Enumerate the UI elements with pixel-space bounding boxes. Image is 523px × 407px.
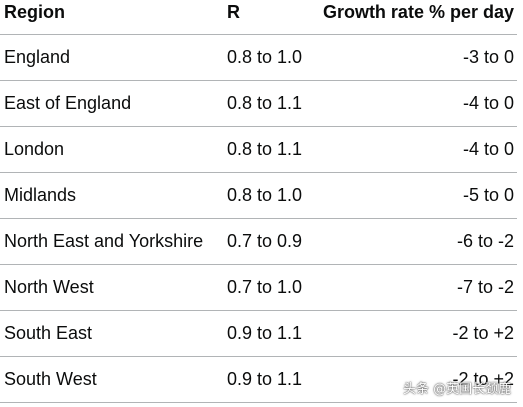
table-row: East of England 0.8 to 1.1 -4 to 0 [0,81,517,127]
growth-cell: -4 to 0 [462,93,514,113]
growth-cell: -7 to -2 [456,277,514,297]
growth-cell: -6 to -2 [456,231,514,251]
region-cell: London [4,139,65,159]
region-cell: East of England [4,93,132,113]
region-cell: South West [4,369,97,389]
header-region: Region [4,2,65,22]
r-cell: 0.7 to 0.9 [227,231,303,251]
r-cell: 0.8 to 1.0 [227,185,303,205]
growth-cell: -2 to +2 [452,323,514,343]
table-row: North East and Yorkshire 0.7 to 0.9 -6 t… [0,219,517,265]
table-row: England 0.8 to 1.0 -3 to 0 [0,35,517,81]
table-row: South East 0.9 to 1.1 -2 to +2 [0,311,517,357]
r-cell: 0.9 to 1.1 [227,369,303,389]
region-cell: Midlands [4,185,77,205]
table-header-row: Region R Growth rate % per day [0,0,517,35]
region-cell: North West [4,277,94,297]
watermark: 头条 @英国长颈鹿 [403,382,512,397]
table-row: South West 0.9 to 1.1 -2 to +2 [0,357,517,403]
header-growth-rate: Growth rate % per day [322,2,514,22]
r-cell: 0.8 to 1.1 [227,139,303,159]
region-cell: North East and Yorkshire [4,231,204,251]
r-cell: 0.9 to 1.1 [227,323,303,343]
growth-cell: -3 to 0 [462,47,514,67]
growth-cell: -2 to +2 [452,369,514,389]
r-cell: 0.8 to 1.0 [227,47,303,67]
region-cell: England [4,47,71,67]
r-cell: 0.7 to 1.0 [227,277,303,297]
region-cell: South East [4,323,93,343]
r-cell: 0.8 to 1.1 [227,93,303,113]
growth-cell: -4 to 0 [462,139,514,159]
table-row: Midlands 0.8 to 1.0 -5 to 0 [0,173,517,219]
header-r: R [227,2,240,22]
r-estimates-table: Region R Growth rate % per day England 0… [0,0,517,403]
table-row: London 0.8 to 1.1 -4 to 0 [0,127,517,173]
table-row: North West 0.7 to 1.0 -7 to -2 [0,265,517,311]
growth-cell: -5 to 0 [462,185,514,205]
